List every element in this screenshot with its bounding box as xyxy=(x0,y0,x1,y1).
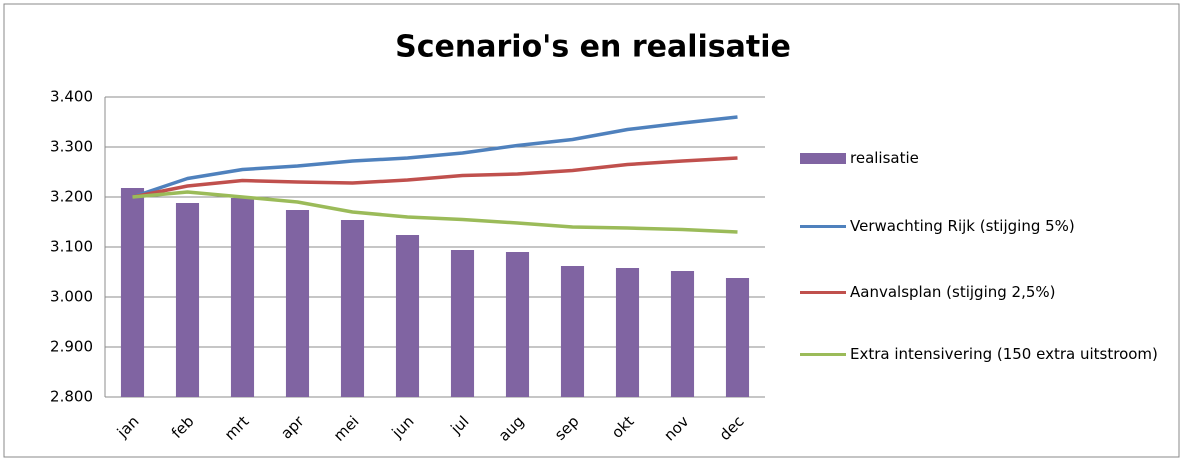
bar xyxy=(340,220,365,397)
bar xyxy=(175,203,200,397)
legend-swatch xyxy=(800,291,846,294)
bar xyxy=(560,266,585,397)
y-tick-label: 2.800 xyxy=(50,388,93,406)
y-tick-label: 3.100 xyxy=(50,238,93,256)
bar xyxy=(285,210,310,397)
line xyxy=(132,156,738,199)
chart-title: Scenario's en realisatie xyxy=(395,30,791,65)
legend-label: Extra intensivering (150 extra uitstroom… xyxy=(850,345,1158,363)
chart-border xyxy=(3,3,1180,458)
y-tick-label: 3.300 xyxy=(50,138,93,156)
line xyxy=(132,190,738,234)
bar xyxy=(725,278,750,397)
y-tick-label: 3.200 xyxy=(50,188,93,206)
legend-item: Aanvalsplan (stijging 2,5%) xyxy=(800,280,1170,304)
legend-item: Verwachting Rijk (stijging 5%) xyxy=(800,214,1170,238)
bar xyxy=(450,250,475,397)
legend-swatch xyxy=(800,225,846,228)
legend-label: realisatie xyxy=(850,149,919,167)
bar xyxy=(120,188,145,397)
y-tick-label: 3.400 xyxy=(50,88,93,106)
legend-item: Extra intensivering (150 extra uitstroom… xyxy=(800,342,1170,366)
y-tick-label: 2.900 xyxy=(50,338,93,356)
legend-label: Aanvalsplan (stijging 2,5%) xyxy=(850,283,1056,301)
line xyxy=(131,115,738,199)
y-tick-label: 3.000 xyxy=(50,288,93,306)
legend-label: Verwachting Rijk (stijging 5%) xyxy=(850,217,1075,235)
bar xyxy=(230,198,255,397)
bar xyxy=(395,235,420,397)
bar xyxy=(615,268,640,397)
bar xyxy=(505,252,530,397)
legend-item: realisatie xyxy=(800,146,1170,170)
bar xyxy=(670,271,695,397)
legend-swatch xyxy=(800,153,846,164)
legend-swatch xyxy=(800,353,846,356)
